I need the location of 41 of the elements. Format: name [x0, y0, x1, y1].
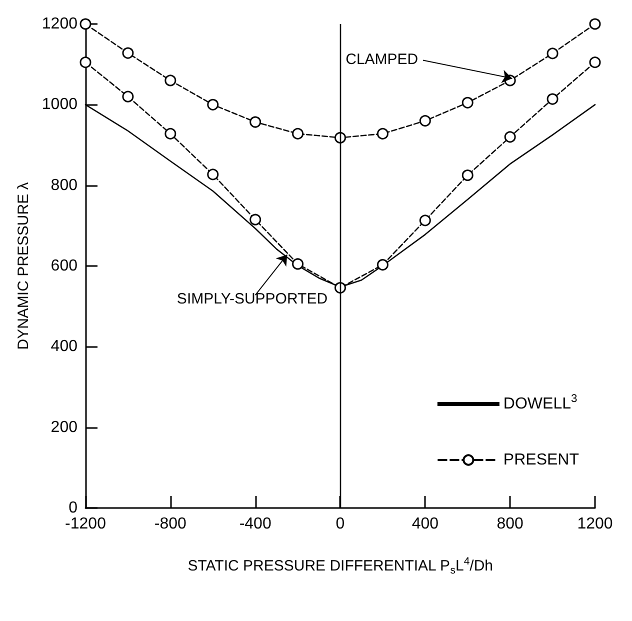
point — [80, 18, 92, 30]
point — [164, 74, 176, 86]
point — [589, 56, 601, 68]
point — [589, 18, 601, 30]
annotation: CLAMPED — [346, 50, 418, 68]
point — [80, 56, 92, 68]
y-tick-label: 200 — [50, 418, 78, 436]
point — [122, 90, 134, 102]
y-tick-label: 600 — [50, 258, 78, 274]
x-tick-label: 0 — [336, 516, 345, 532]
point — [122, 47, 134, 59]
y-tick-label: 0 — [68, 500, 78, 516]
point — [504, 131, 516, 143]
y-tick-label: 800 — [50, 176, 78, 194]
x-tick-label: 400 — [412, 516, 439, 532]
point — [207, 168, 219, 180]
legend-label: PRESENT — [503, 452, 580, 468]
y-tick-label: 400 — [50, 338, 78, 356]
annotation: SIMPLY-SUPPORTED — [176, 290, 328, 308]
x-tick-label: -800 — [154, 516, 187, 532]
x-tick-label: 800 — [496, 516, 524, 532]
y-tick-label: 1200 — [42, 16, 78, 32]
point — [292, 258, 304, 270]
x-tick-label: -400 — [239, 516, 272, 532]
point — [462, 170, 474, 181]
point — [250, 116, 262, 128]
point — [546, 93, 558, 105]
y-axis-title: DYNAMIC PRESSURE λ — [15, 182, 32, 350]
point — [419, 115, 431, 127]
point — [292, 128, 304, 140]
point — [164, 128, 176, 140]
point — [419, 214, 431, 226]
point — [250, 214, 262, 226]
point — [546, 48, 558, 60]
x-tick-label: -1200 — [65, 516, 106, 532]
point — [462, 96, 474, 108]
x-tick-label: 1200 — [577, 516, 613, 532]
point — [207, 98, 219, 110]
point — [376, 128, 388, 140]
y-tick-label: 1000 — [42, 96, 78, 114]
point — [376, 259, 388, 271]
